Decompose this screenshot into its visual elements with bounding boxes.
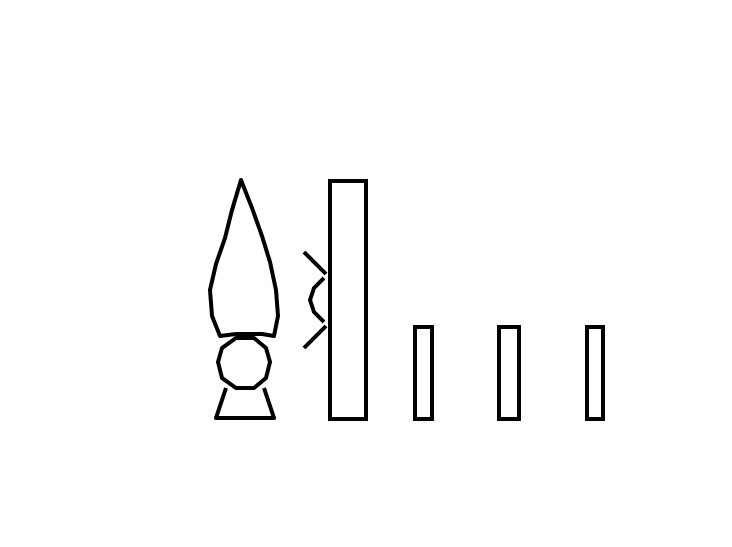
short-block-icon <box>585 325 605 421</box>
impact-arc <box>308 276 326 324</box>
figure-base <box>214 387 276 420</box>
impact-upper-ray <box>302 250 328 276</box>
figure-body-circle <box>216 336 272 390</box>
flame-shape <box>208 178 280 338</box>
candle-flame-figure-icon <box>208 178 280 420</box>
short-block-icon <box>497 325 521 421</box>
impact-bracket-icon <box>302 250 328 350</box>
short-block-icon <box>413 325 434 421</box>
tall-block-icon <box>328 179 368 421</box>
impact-lower-ray <box>302 324 328 350</box>
